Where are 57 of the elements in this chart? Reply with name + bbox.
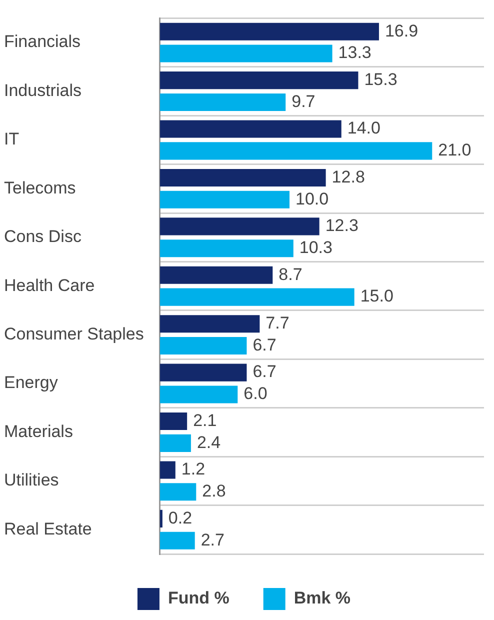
- y-tick-label: Energy: [4, 373, 58, 392]
- data-label: 2.7: [200, 530, 224, 550]
- bar: [160, 218, 320, 236]
- data-label: 15.0: [360, 286, 394, 306]
- bar: [160, 44, 332, 62]
- data-label: 16.9: [384, 21, 418, 40]
- data-label: 6.0: [244, 384, 268, 404]
- bar: [160, 412, 188, 430]
- bar: [160, 142, 432, 160]
- bar: [160, 72, 358, 90]
- bar: [160, 93, 286, 111]
- data-label: 13.3: [338, 43, 372, 62]
- data-label: 12.8: [332, 167, 365, 186]
- y-tick-label: IT: [4, 130, 20, 149]
- bar: [160, 288, 354, 306]
- data-label: 2.1: [193, 410, 217, 430]
- bar: [160, 120, 342, 138]
- bar: [160, 510, 162, 528]
- data-label: 8.7: [278, 264, 302, 284]
- data-label: 2.4: [196, 432, 221, 452]
- data-label: 10.0: [296, 189, 329, 208]
- bar: [160, 461, 176, 479]
- bar: [160, 386, 238, 404]
- data-label: 14.0: [347, 118, 380, 138]
- data-label: 12.3: [325, 216, 358, 236]
- data-label: 7.7: [266, 314, 290, 333]
- y-tick-label: Utilities: [4, 470, 59, 490]
- y-tick-label: Materials: [4, 422, 73, 441]
- bar: [160, 168, 326, 186]
- y-tick-label: Financials: [4, 32, 81, 52]
- legend-label: Bmk %: [294, 588, 351, 608]
- data-label: 21.0: [438, 140, 472, 160]
- data-label: 15.3: [364, 70, 398, 89]
- data-label: 2.8: [202, 482, 226, 501]
- data-label: 10.3: [299, 238, 332, 258]
- y-tick-label: Real Estate: [4, 519, 92, 538]
- y-tick-label: Telecoms: [4, 178, 76, 198]
- bar: [160, 434, 191, 452]
- y-tick-label: Health Care: [4, 276, 95, 295]
- bar: [160, 364, 247, 382]
- bar: [160, 532, 195, 550]
- y-tick-label: Consumer Staples: [4, 324, 144, 344]
- bar: [160, 315, 260, 333]
- bar: [160, 22, 379, 40]
- data-label: 6.7: [252, 335, 276, 354]
- bar: [160, 190, 290, 208]
- bar: [160, 337, 247, 355]
- legend-label: Fund %: [168, 588, 230, 608]
- bar: [160, 266, 273, 284]
- data-label: 1.2: [181, 460, 206, 479]
- data-label: 0.2: [168, 508, 192, 528]
- bar: [160, 483, 196, 501]
- bar: [160, 240, 294, 258]
- y-tick-label: Industrials: [4, 80, 82, 100]
- data-label: 6.7: [252, 362, 276, 382]
- data-label: 9.7: [292, 92, 316, 111]
- y-tick-label: Cons Disc: [4, 227, 82, 246]
